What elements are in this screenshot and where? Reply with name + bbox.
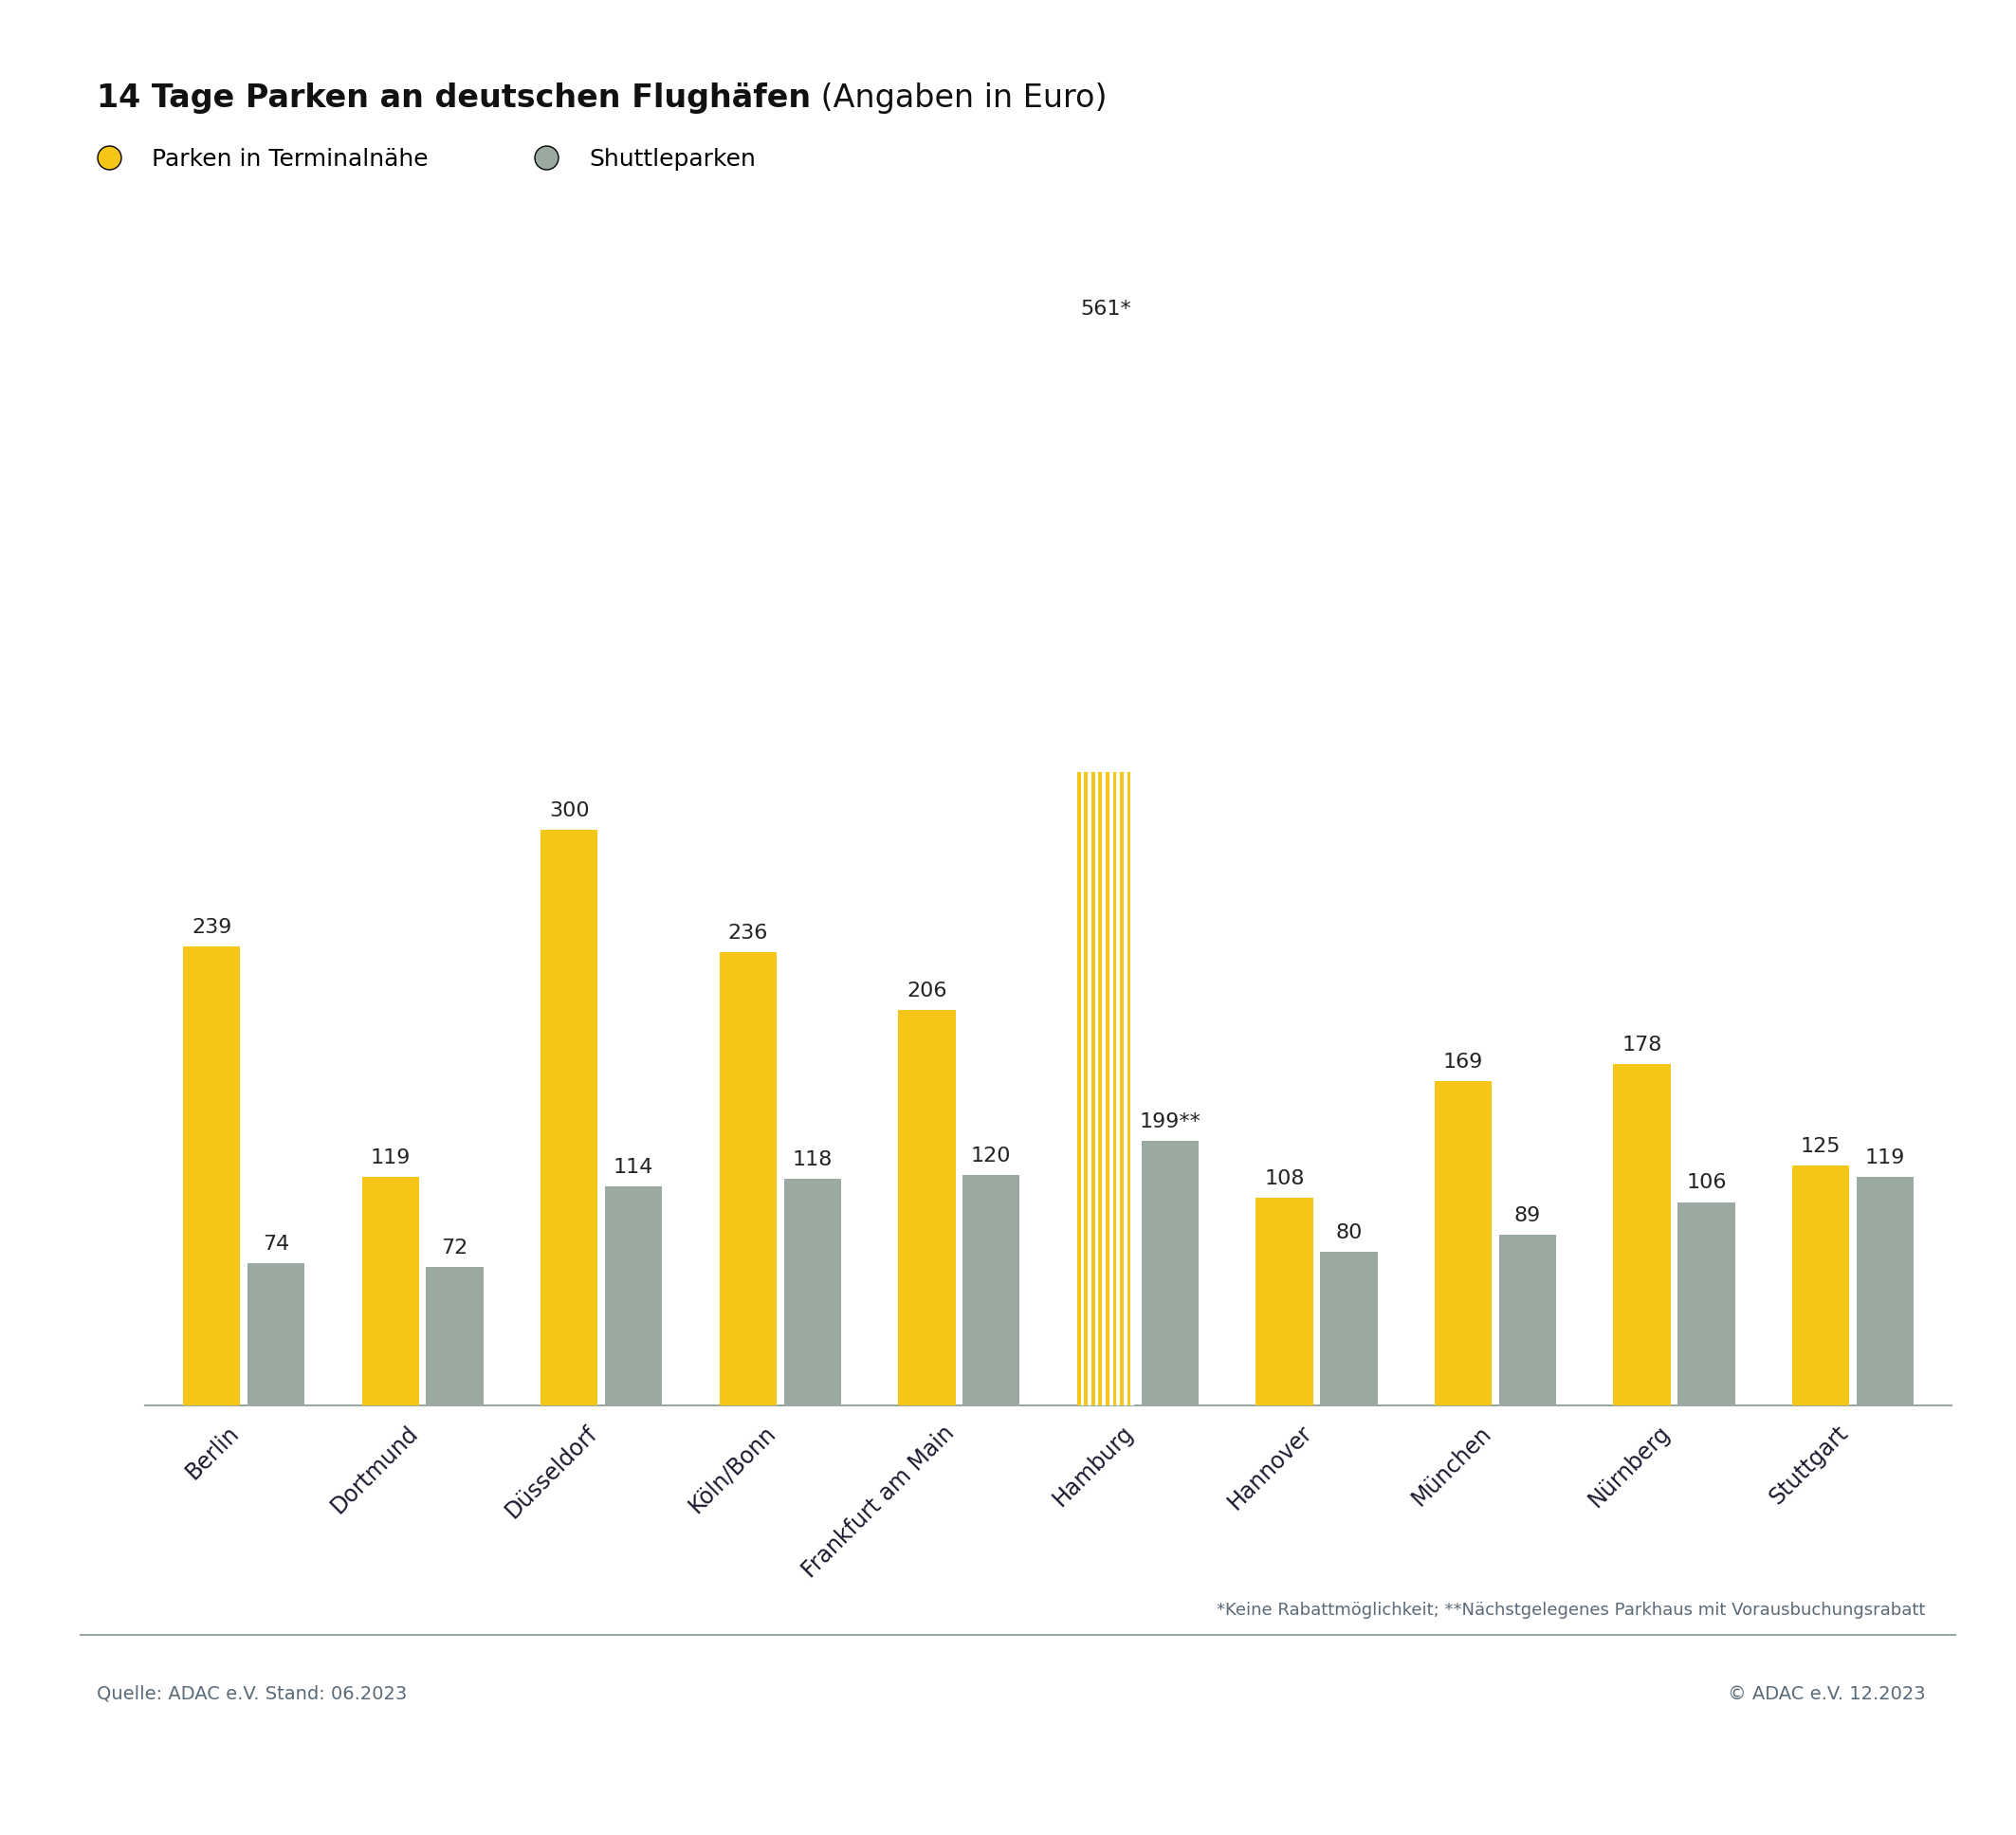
Bar — [1103, 773, 1105, 1406]
Text: 300: 300 — [548, 802, 589, 820]
Bar — [248, 1264, 304, 1406]
Text: 236: 236 — [728, 923, 768, 943]
Bar — [183, 947, 240, 1406]
Text: 119: 119 — [371, 1149, 411, 1167]
Bar — [784, 1180, 841, 1406]
Bar — [1256, 1198, 1312, 1406]
Text: 239: 239 — [192, 918, 232, 938]
Bar — [899, 1009, 956, 1406]
Text: 72: 72 — [442, 1239, 468, 1257]
Bar — [425, 1268, 484, 1406]
Bar — [1857, 1176, 1913, 1406]
Bar — [1320, 1251, 1377, 1406]
Text: © ADAC e.V. 12.2023: © ADAC e.V. 12.2023 — [1728, 1685, 1925, 1703]
Text: 114: 114 — [613, 1158, 653, 1176]
Bar — [1095, 773, 1099, 1406]
Text: 178: 178 — [1623, 1035, 1661, 1053]
Text: 199**: 199** — [1139, 1112, 1202, 1130]
Text: 125: 125 — [1800, 1138, 1841, 1156]
Bar — [540, 829, 599, 1406]
Text: (Angaben in Euro): (Angaben in Euro) — [810, 83, 1107, 114]
Bar — [1081, 773, 1085, 1406]
Text: 561*: 561* — [1081, 299, 1131, 319]
Text: *Keine Rabattmöglichkeit; **Nächstgelegenes Parkhaus mit Vorausbuchungsrabatt: *Keine Rabattmöglichkeit; **Nächstgelege… — [1216, 1602, 1925, 1618]
Bar — [962, 1174, 1020, 1406]
Text: 14 Tage Parken an deutschen Flughäfen: 14 Tage Parken an deutschen Flughäfen — [97, 83, 810, 114]
Bar — [1435, 1081, 1492, 1406]
Text: 108: 108 — [1264, 1169, 1304, 1189]
Bar — [1077, 773, 1135, 1406]
Bar — [1089, 773, 1091, 1406]
Text: 206: 206 — [907, 982, 948, 1000]
Bar — [605, 1187, 661, 1406]
Bar — [720, 952, 776, 1406]
Text: Quelle: ADAC e.V. Stand: 06.2023: Quelle: ADAC e.V. Stand: 06.2023 — [97, 1685, 407, 1703]
Text: 169: 169 — [1443, 1053, 1484, 1072]
Bar — [1677, 1202, 1736, 1406]
Bar — [1141, 1141, 1200, 1406]
Bar — [1613, 1064, 1671, 1406]
Bar — [1500, 1235, 1556, 1406]
Text: 89: 89 — [1514, 1206, 1540, 1226]
Bar — [1109, 773, 1113, 1406]
Bar — [1123, 773, 1127, 1406]
Bar — [361, 1176, 419, 1406]
Text: 80: 80 — [1335, 1224, 1363, 1242]
Bar — [1792, 1165, 1849, 1406]
Text: 74: 74 — [262, 1235, 290, 1253]
Text: 120: 120 — [972, 1147, 1012, 1165]
Bar — [1117, 773, 1121, 1406]
Bar — [1131, 773, 1135, 1406]
Legend: Parken in Terminalnähe, Shuttleparken: Parken in Terminalnähe, Shuttleparken — [85, 149, 756, 171]
Text: 118: 118 — [792, 1151, 833, 1169]
Text: 119: 119 — [1865, 1149, 1905, 1167]
Text: 106: 106 — [1685, 1173, 1726, 1193]
